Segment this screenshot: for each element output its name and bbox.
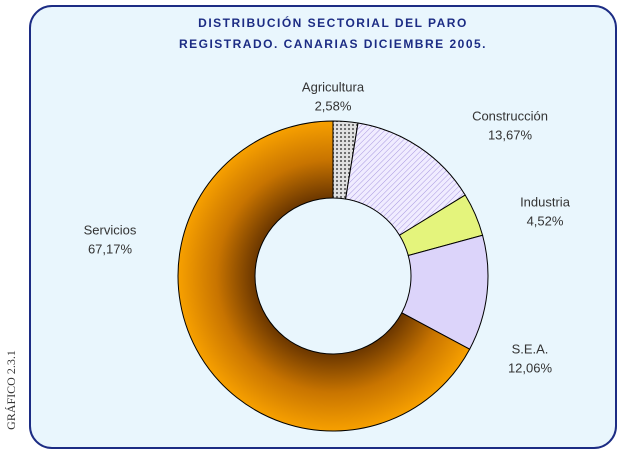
slice-value: 12,06% <box>508 360 553 375</box>
slice-value: 13,67% <box>488 127 533 142</box>
side-label: GRÁFICO 2.3.1 <box>4 350 18 430</box>
slice-value: 67,17% <box>88 241 133 256</box>
chart-title: DISTRIBUCIÓN SECTORIAL DEL PARO <box>198 15 468 30</box>
slice-label: S.E.A. <box>512 341 549 356</box>
slice-value: 2,58% <box>315 98 352 113</box>
slice-label: Agricultura <box>302 79 365 94</box>
chart-title: REGISTRADO. CANARIAS DICIEMBRE 2005. <box>179 37 487 51</box>
slice-value: 4,52% <box>527 213 564 228</box>
slice-label: Construcción <box>472 108 548 123</box>
slice-label: Industria <box>520 194 571 209</box>
slice <box>177 120 471 432</box>
slice-label: Servicios <box>84 222 137 237</box>
